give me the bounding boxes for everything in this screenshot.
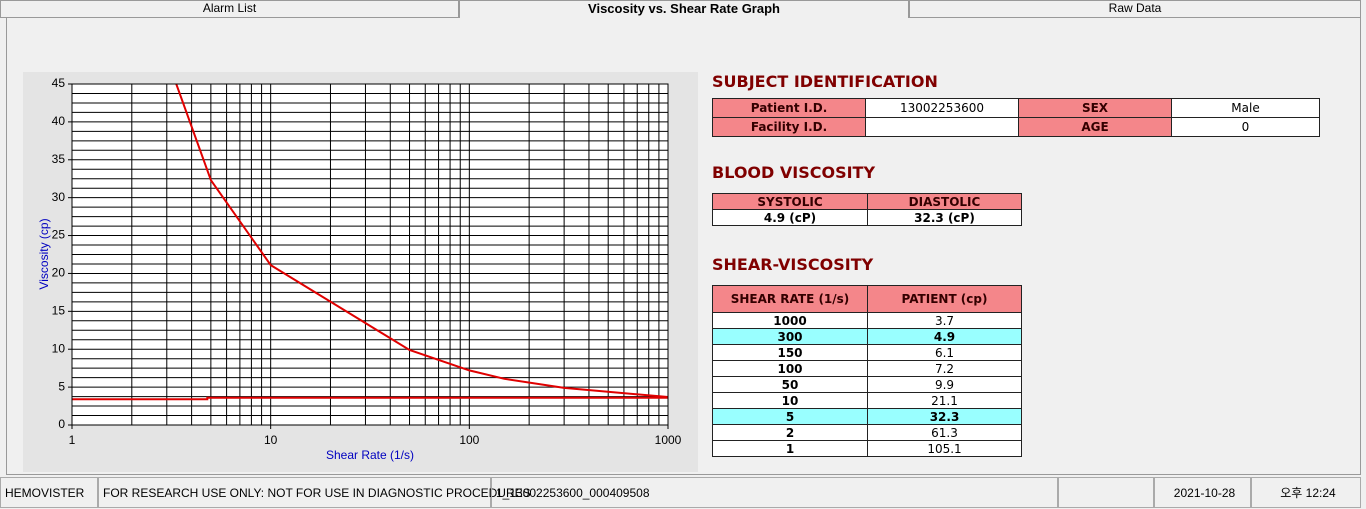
section-title: SHEAR-VISCOSITY — [712, 255, 874, 274]
value: 0 — [1171, 117, 1320, 137]
tab[interactable]: Raw Data — [909, 0, 1361, 18]
value: 32.3 (cP) — [867, 209, 1022, 226]
viscosity: 9.9 — [867, 376, 1022, 393]
shear-rate: 10 — [712, 392, 868, 409]
status-cell: 1_13002253600_000409508 — [491, 477, 1058, 508]
y-tick-label: 30 — [52, 190, 66, 204]
y-tick-label: 45 — [52, 76, 66, 90]
y-axis-label: Viscosity (cp) — [37, 218, 51, 289]
x-tick-label: 10 — [264, 433, 278, 447]
shear-rate: 300 — [712, 328, 868, 345]
section-title: SUBJECT IDENTIFICATION — [712, 72, 938, 91]
viscosity: 4.9 — [867, 328, 1022, 345]
panel — [6, 17, 1361, 475]
x-tick-label: 1000 — [655, 433, 682, 447]
viscosity: 105.1 — [867, 440, 1022, 457]
series-line — [72, 396, 668, 401]
header: DIASTOLIC — [867, 193, 1022, 210]
x-tick-label: 1 — [69, 433, 76, 447]
y-tick-label: 25 — [52, 228, 66, 242]
y-tick-label: 10 — [52, 341, 66, 355]
viscosity: 32.3 — [867, 408, 1022, 425]
y-tick-label: 15 — [52, 304, 66, 318]
y-tick-label: 5 — [58, 379, 65, 393]
status-cell: 오후 12:24 — [1251, 477, 1361, 508]
table-row: 1 105.1 — [712, 440, 1022, 457]
section-title: BLOOD VISCOSITY — [712, 163, 876, 182]
chart: Shear Rate (1/s) Viscosity (cp) 1 10 100 10… — [23, 72, 698, 472]
label: SEX — [1018, 98, 1172, 118]
header: PATIENT (cp) — [867, 285, 1022, 313]
viscosity: 61.3 — [867, 424, 1022, 441]
viscosity: 3.7 — [867, 312, 1022, 329]
shear-rate: 50 — [712, 376, 868, 393]
x-axis-label: Shear Rate (1/s) — [326, 448, 414, 462]
table-row: 5 32.3 — [712, 408, 1022, 425]
y-tick-label: 0 — [58, 417, 65, 431]
label: Patient I.D. — [712, 98, 866, 118]
blood-table: SYSTOLIC DIASTOLIC 4.9 (cP) 32.3 (cP) — [712, 193, 1022, 226]
value: Male — [1171, 98, 1320, 118]
table-row: 2 61.3 — [712, 424, 1022, 441]
value: 4.9 (cP) — [712, 209, 868, 226]
y-tick-label: 20 — [52, 266, 66, 280]
shear-rate: 150 — [712, 344, 868, 361]
tab[interactable]: Alarm List — [0, 0, 459, 18]
shear-table: SHEAR RATE (1/s) PATIENT (cp) 1000 3.7 300 4… — [712, 285, 1022, 457]
shear-rate: 1 — [712, 440, 868, 457]
y-tick-label: 35 — [52, 152, 66, 166]
tab-active[interactable]: Viscosity vs. Shear Rate Graph — [459, 0, 909, 18]
table-row: 100 7.2 — [712, 360, 1022, 377]
table-row: 150 6.1 — [712, 344, 1022, 361]
table-row: 50 9.9 — [712, 376, 1022, 393]
table-row: 10 21.1 — [712, 392, 1022, 409]
value: 13002253600 — [865, 98, 1019, 118]
status-cell: HEMOVISTER — [0, 477, 98, 508]
subject-table: Patient I.D. 13002253600 SEX Male Facility … — [712, 98, 1320, 137]
series-line — [175, 84, 668, 398]
table-row: 1000 3.7 — [712, 312, 1022, 329]
y-tick-label: 40 — [52, 114, 66, 128]
status-cell: 2021-10-28 — [1154, 477, 1251, 508]
label: AGE — [1018, 117, 1172, 137]
shear-rate: 1000 — [712, 312, 868, 329]
plot-border — [71, 83, 669, 426]
header: SYSTOLIC — [712, 193, 868, 210]
shear-rate: 5 — [712, 408, 868, 425]
header: SHEAR RATE (1/s) — [712, 285, 868, 313]
status-cell: FOR RESEARCH USE ONLY: NOT FOR USE IN DI… — [98, 477, 531, 508]
shear-rate: 2 — [712, 424, 868, 441]
viscosity: 21.1 — [867, 392, 1022, 409]
x-tick-label: 100 — [459, 433, 479, 447]
label: Facility I.D. — [712, 117, 866, 137]
shear-rate: 100 — [712, 360, 868, 377]
status-cell — [1058, 477, 1154, 508]
table-row: 300 4.9 — [712, 328, 1022, 345]
viscosity: 6.1 — [867, 344, 1022, 361]
value — [865, 117, 1019, 137]
viscosity: 7.2 — [867, 360, 1022, 377]
